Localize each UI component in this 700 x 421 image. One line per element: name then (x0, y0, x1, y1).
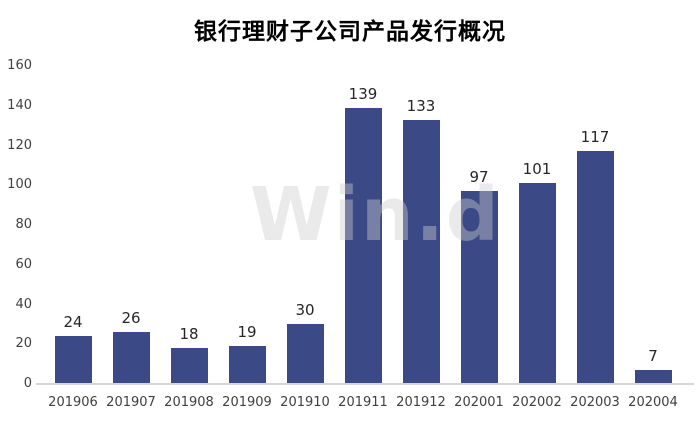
bar-value-label: 133 (406, 96, 436, 115)
bar-value-label: 101 (522, 160, 552, 179)
bar-201912 (402, 119, 440, 384)
bar-value-label: 26 (121, 309, 141, 328)
bar-202001 (460, 191, 498, 384)
bar-value-label: 30 (295, 301, 315, 320)
y-tick-label: 140 (7, 97, 32, 113)
bar-value-label: 139 (348, 84, 378, 103)
x-tick-label: 201908 (164, 395, 214, 410)
x-tick-label: 201911 (338, 395, 388, 410)
y-tick-label: 20 (15, 336, 32, 352)
y-tick-label: 80 (15, 217, 32, 232)
bar-value-label: 97 (469, 168, 489, 187)
bar-201911 (344, 107, 382, 384)
y-tick-label: 160 (7, 58, 32, 73)
bar-201907 (112, 332, 150, 384)
x-tick-label: 201909 (222, 395, 272, 410)
x-tick-label: 202003 (570, 395, 620, 410)
y-tick-label: 40 (15, 296, 32, 312)
plot-area: 24 26 18 19 30 139 133 97 101 117 7 (44, 66, 682, 384)
bar-value-label: 7 (648, 347, 658, 366)
y-tick-label: 60 (15, 256, 32, 272)
x-tick-label: 202001 (454, 395, 504, 410)
bar-value-label: 18 (179, 325, 199, 344)
bar-201910 (286, 324, 324, 384)
bar-202003 (576, 151, 614, 384)
x-tick-label: 201906 (48, 395, 98, 410)
y-tick-label: 120 (7, 137, 32, 153)
x-tick-label: 202004 (628, 395, 678, 410)
bar-201908 (170, 348, 208, 384)
y-tick-label: 100 (7, 177, 32, 193)
x-tick-label: 201907 (106, 395, 156, 410)
bar-201906 (54, 336, 92, 384)
bar-value-label: 24 (63, 313, 83, 332)
x-tick-label: 202002 (512, 395, 562, 410)
bar-value-label: 19 (237, 323, 257, 342)
x-tick-label: 201912 (396, 395, 446, 410)
bar-202002 (518, 183, 556, 384)
x-axis-line (36, 383, 694, 385)
bar-201909 (228, 346, 266, 384)
y-tick-label: 0 (23, 376, 32, 391)
chart-title: 银行理财子公司产品发行概况 (194, 18, 506, 45)
x-tick-label: 201910 (280, 395, 330, 410)
bar-202004 (634, 370, 672, 384)
bar-value-label: 117 (580, 128, 610, 147)
